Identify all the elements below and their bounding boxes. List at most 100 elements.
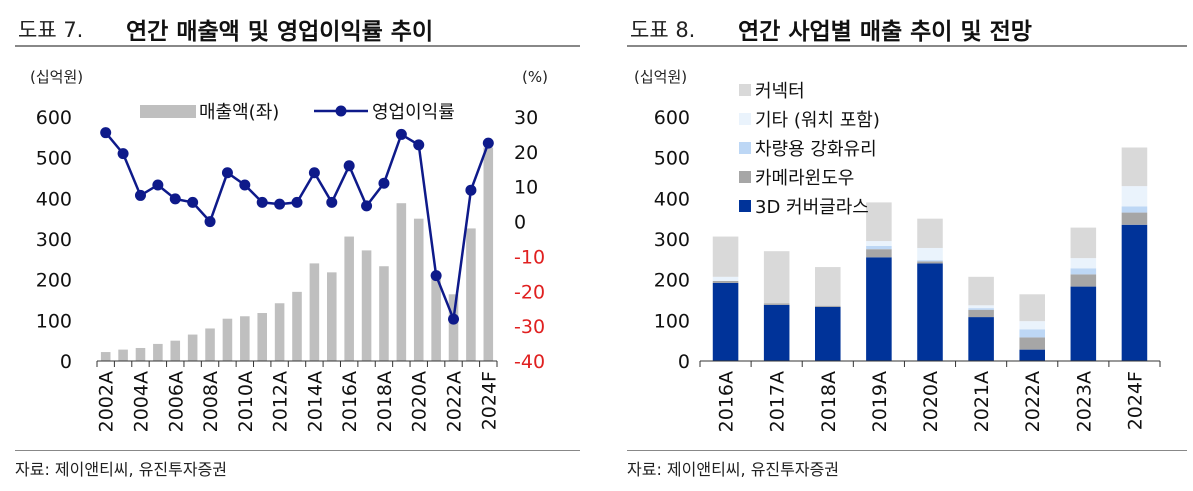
revenue-bar (327, 272, 337, 361)
right-y-tick-label: -10 (514, 246, 545, 268)
left-figure-panel: 도표 7. 연간 매출액 및 영업이익률 추이 (십억원) (%) 0 100 200 3… (0, 0, 580, 491)
right-y-tick-label: -20 (514, 281, 545, 303)
legend-swatch (739, 113, 751, 125)
legend-label-margin: 영업이익률 (372, 102, 455, 123)
y-tick-label: 400 (654, 188, 690, 210)
x-tick-label: 2019A (869, 371, 891, 432)
margin-point (169, 193, 181, 205)
y-tick-label: 200 (654, 270, 690, 292)
right-chart: (십억원) 0 100 200 300 400 500 600 2016A 2017A 2018A 2… (634, 68, 1161, 432)
stacked-bar-segment (1121, 206, 1148, 213)
stacked-bar-segment (1070, 268, 1097, 275)
x-tick-label: 2020A (920, 371, 942, 432)
margin-point (448, 313, 460, 325)
right-figure-title: 연간 사업별 매출 추이 및 전망 (738, 19, 1032, 45)
stacked-bar-segment (1070, 258, 1097, 269)
right-figure-panel: 도표 8. 연간 사업별 매출 추이 및 전망 (십억원) 0 100 200 300 4… (612, 0, 1193, 491)
revenue-bar (240, 316, 250, 361)
stacked-bar-segment (866, 257, 892, 361)
left-y-tick-label: 100 (36, 310, 72, 332)
x-tick-label: 2006A (165, 371, 187, 432)
margin-point (204, 216, 216, 228)
stacked-bar-segment (712, 276, 739, 281)
stacked-bar-segment (866, 241, 892, 246)
x-tick-label: 2004A (130, 371, 152, 432)
revenue-bar (309, 263, 320, 361)
y-tick-label: 300 (654, 229, 690, 251)
x-tick-label: 2021A (971, 371, 993, 432)
x-tick-label: 2017A (767, 371, 789, 432)
margin-point (482, 137, 494, 149)
margin-point (361, 200, 373, 212)
margin-point (308, 167, 320, 179)
stacked-bar-segment (917, 260, 943, 262)
stacked-bar-segment (917, 247, 943, 261)
stacked-bar-segment (763, 303, 790, 305)
right-y-tick-label: 30 (514, 107, 538, 129)
margin-point (256, 196, 268, 208)
margin-point (221, 167, 233, 179)
left-source-divider (15, 450, 580, 451)
legend-label: 커넥터 (755, 81, 805, 102)
left-y-tick-label: 400 (36, 188, 72, 210)
revenue-bar (170, 340, 181, 361)
legend-swatch (739, 84, 751, 96)
legend-label: 차량용 강화유리 (755, 139, 877, 160)
right-y-axis-unit: (%) (522, 68, 548, 86)
margin-point (413, 139, 425, 151)
stacked-bar-segment (1121, 224, 1148, 361)
stacked-bar-segment (1019, 294, 1045, 322)
stacked-bar-segment (1070, 227, 1097, 259)
left-figure-number: 도표 7. (18, 18, 84, 42)
x-tick-label: 2022A (444, 371, 466, 432)
stacked-bar-segment (1019, 337, 1045, 350)
revenue-bar (187, 334, 198, 361)
x-tick-label: 2018A (374, 371, 396, 432)
x-tick-label: 2012A (270, 371, 292, 432)
right-title-underline (627, 45, 1187, 47)
left-title-underline (15, 45, 580, 47)
margin-point (343, 160, 355, 172)
stacked-bar-segment (917, 218, 943, 248)
stacked-bar-segment (866, 245, 892, 250)
margin-line (104, 131, 490, 325)
legend-swatch-revenue (140, 105, 196, 118)
stacked-bar-segment (866, 249, 892, 258)
revenue-bar (448, 294, 459, 361)
stacked-bar-segment (917, 261, 943, 264)
revenue-bar (153, 343, 163, 361)
right-source-note: 자료: 제이앤티씨, 유진투자증권 (627, 460, 840, 479)
right-y-tick-label: 0 (514, 212, 526, 234)
revenue-bar (413, 218, 424, 361)
x-tick-label: 2024F (478, 371, 500, 430)
stacked-bar-segment (1070, 274, 1097, 287)
revenue-bar (135, 347, 146, 361)
stacked-bar-segment (712, 280, 739, 283)
margin-point (117, 148, 129, 160)
revenue-bar (431, 277, 441, 361)
x-tick-label: 2008A (200, 371, 222, 432)
x-tick-label: 2023A (1073, 371, 1095, 432)
right-y-tick-label: 10 (514, 177, 538, 199)
revenue-bar (118, 349, 128, 361)
stacked-bar-segment (815, 267, 841, 306)
x-tick-label: 2022A (1022, 371, 1044, 432)
margin-point (274, 198, 286, 210)
stacked-bar-segment (1121, 147, 1148, 187)
y-tick-label: 500 (654, 148, 690, 170)
revenue-bar (361, 250, 372, 361)
y-tick-label: 100 (654, 310, 690, 332)
x-tick-label: 2002A (96, 371, 118, 432)
x-tick-label: 2016A (339, 371, 361, 432)
margin-point (239, 179, 251, 191)
stacked-bar-segment (917, 263, 943, 361)
stacked-bar-segment (1019, 321, 1045, 330)
stacked-bar-segment (968, 276, 994, 306)
right-y-tick-label: -40 (514, 351, 545, 373)
revenue-bar (466, 228, 476, 361)
y-tick-label: 0 (678, 351, 690, 373)
stacked-bar-segment (1019, 329, 1045, 338)
stacked-bar-segment (968, 317, 994, 361)
margin-point (465, 184, 477, 196)
stacked-bar-segment (815, 305, 841, 307)
